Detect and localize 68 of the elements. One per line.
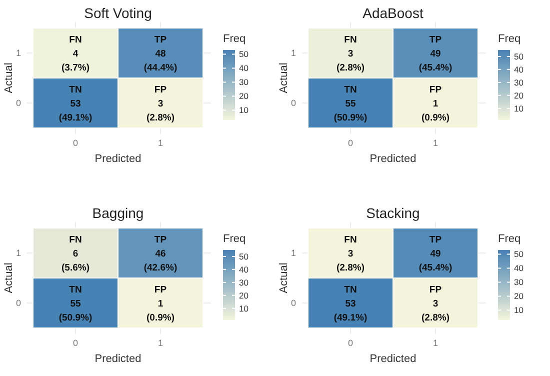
data-label: TN 53 (49.1%) bbox=[334, 284, 368, 324]
x-tick-label: 1 bbox=[158, 338, 164, 348]
color-bar-label: 20 bbox=[514, 90, 524, 100]
y-tick-label: 1 bbox=[16, 248, 21, 258]
data-label: TP 46 (42.6%) bbox=[144, 234, 178, 274]
data-label: TN 53 (49.1%) bbox=[58, 84, 92, 124]
x-tick-label: 0 bbox=[348, 138, 354, 148]
data-label: FN 3 (2.8%) bbox=[336, 234, 364, 274]
x-axis-title: Predicted bbox=[370, 353, 416, 365]
color-bar-label: 50 bbox=[239, 251, 249, 262]
color-bar-label: 30 bbox=[514, 77, 524, 88]
x-tick-label: 0 bbox=[72, 138, 78, 148]
chart-title: Bagging bbox=[92, 205, 144, 221]
color-bar-label: 40 bbox=[239, 63, 249, 74]
y-axis-title: Actual bbox=[278, 62, 290, 94]
y-axis-title: Actual bbox=[3, 62, 15, 94]
x-tick-label: 1 bbox=[432, 138, 438, 148]
data-label: FP 1 (0.9%) bbox=[422, 84, 450, 124]
y-tick-label: 1 bbox=[16, 48, 21, 58]
x-tick-label: 1 bbox=[158, 138, 164, 148]
color-bar-label: 10 bbox=[514, 305, 524, 316]
x-axis-title: Predicted bbox=[94, 353, 142, 365]
color-bar-label: 30 bbox=[239, 277, 249, 288]
y-tick-label: 0 bbox=[290, 98, 296, 108]
chart-title: Soft Voting bbox=[84, 5, 152, 21]
x-tick-label: 0 bbox=[72, 338, 78, 348]
y-axis-title: Actual bbox=[3, 262, 15, 294]
color-bar-title: Freq bbox=[223, 233, 246, 245]
color-bar-label: 20 bbox=[514, 291, 524, 302]
color-bar-label: 40 bbox=[514, 263, 524, 274]
x-axis-title: Predicted bbox=[370, 153, 416, 165]
color-bar-label: 10 bbox=[239, 105, 249, 116]
data-label: TP 49 (45.4%) bbox=[418, 234, 452, 274]
color-bar-label: 20 bbox=[239, 290, 249, 300]
data-label: TN 55 (50.9%) bbox=[58, 284, 92, 324]
color-bar-title: Freq bbox=[498, 233, 521, 245]
color-bar-label: 40 bbox=[239, 264, 249, 274]
color-bar-title: Freq bbox=[498, 33, 521, 45]
y-tick-label: 0 bbox=[290, 298, 296, 308]
y-tick-label: 1 bbox=[290, 48, 296, 58]
data-label: FP 3 (2.8%) bbox=[422, 284, 450, 324]
data-label: FP 3 (2.8%) bbox=[146, 84, 174, 124]
y-tick-label: 1 bbox=[290, 248, 296, 258]
x-tick-label: 1 bbox=[432, 338, 438, 348]
chart-title: Stacking bbox=[366, 205, 420, 221]
data-label: TN 55 (50.9%) bbox=[334, 84, 368, 124]
chart-title: AdaBoost bbox=[362, 5, 424, 21]
y-tick-label: 0 bbox=[16, 98, 21, 108]
data-label: FN 3 (2.8%) bbox=[336, 34, 364, 74]
data-label: FN 6 (5.6%) bbox=[62, 234, 90, 274]
color-bar-label: 30 bbox=[239, 77, 249, 88]
color-bar-label: 50 bbox=[239, 49, 249, 60]
data-label: TP 49 (45.4%) bbox=[418, 34, 452, 74]
color-bar-label: 10 bbox=[514, 103, 524, 114]
data-label: TP 48 (44.4%) bbox=[144, 34, 178, 74]
y-tick-label: 0 bbox=[16, 298, 21, 308]
y-axis-title: Actual bbox=[278, 262, 290, 294]
color-bar-label: 30 bbox=[514, 277, 524, 288]
color-bar-label: 40 bbox=[514, 64, 524, 74]
color-bar-title: Freq bbox=[223, 33, 246, 45]
color-bar-label: 10 bbox=[239, 303, 249, 314]
color-bar-label: 50 bbox=[514, 249, 524, 260]
data-label: FP 1 (0.9%) bbox=[146, 284, 174, 324]
x-tick-label: 0 bbox=[348, 338, 354, 348]
color-bar-label: 20 bbox=[239, 91, 249, 102]
x-axis-title: Predicted bbox=[94, 153, 142, 165]
color-bar-label: 50 bbox=[514, 51, 524, 62]
data-label: FN 4 (3.7%) bbox=[62, 34, 90, 74]
